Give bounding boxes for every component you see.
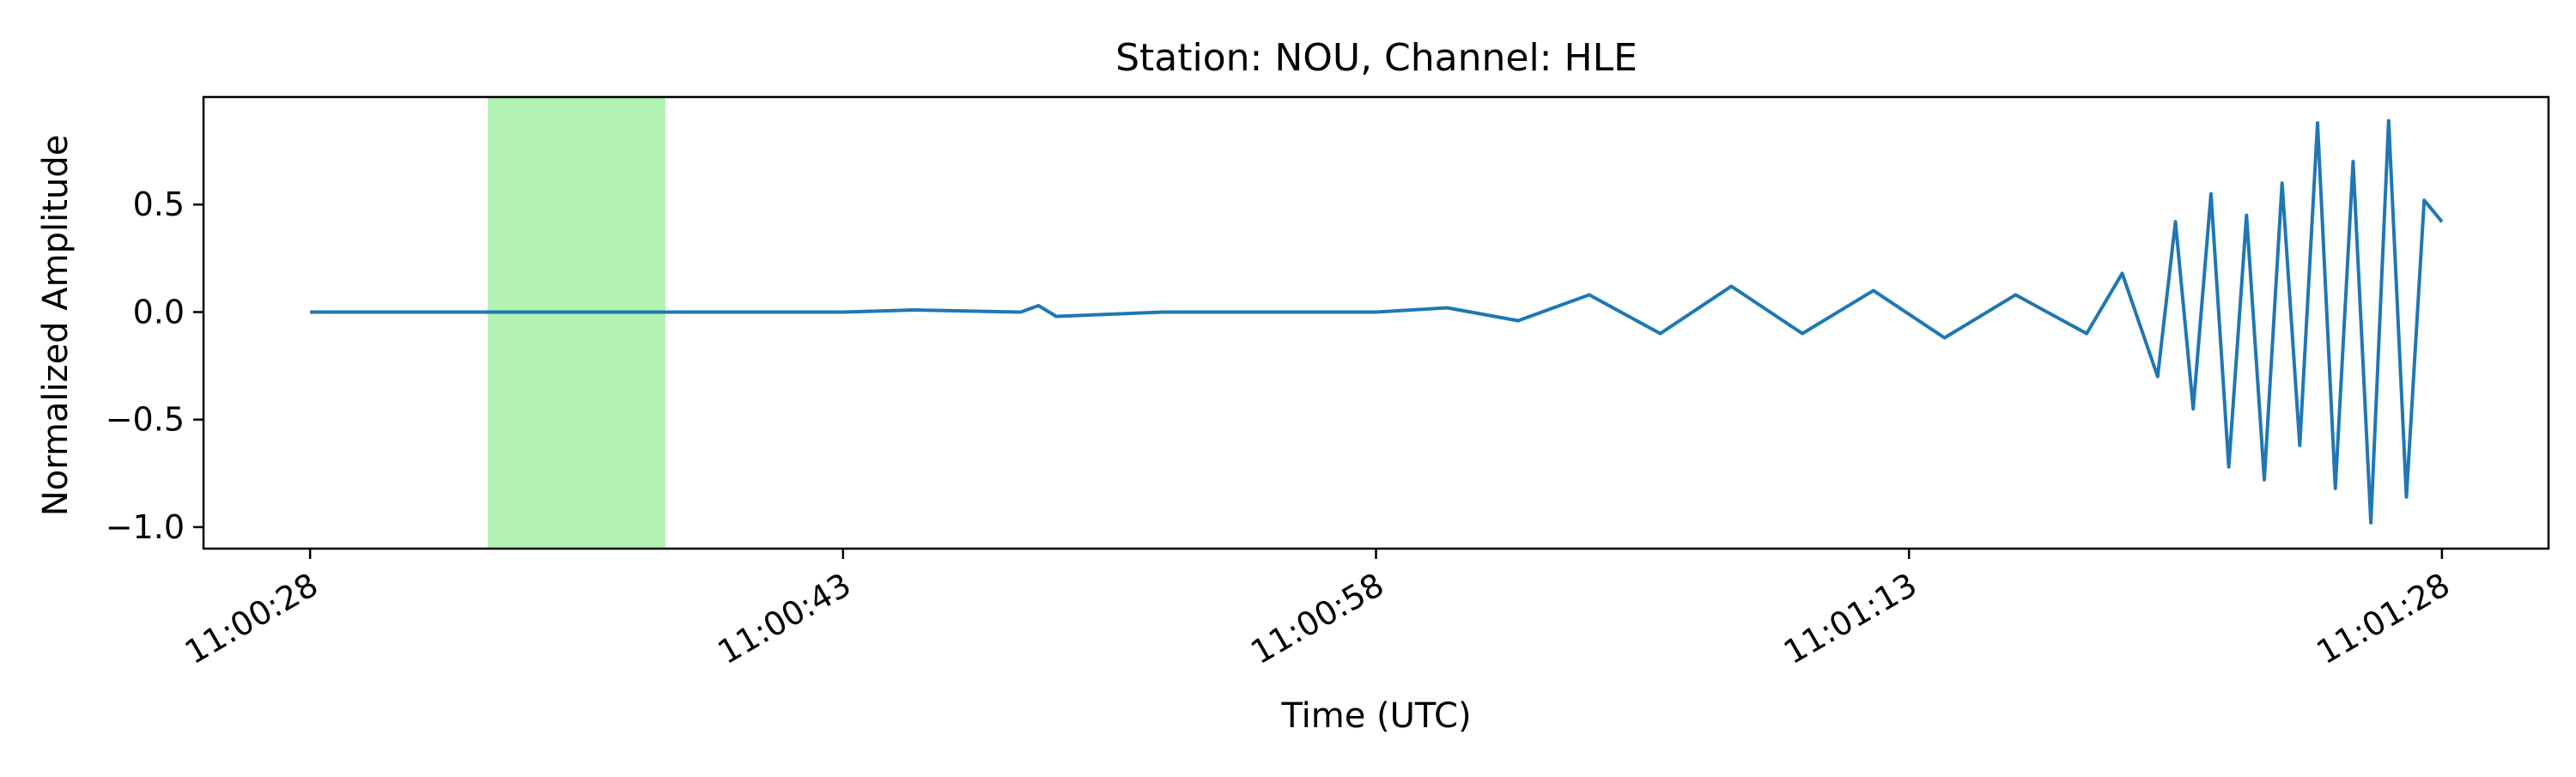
x-tick-label-1: 11:00:43 <box>712 566 858 671</box>
x-tick-label-4: 11:01:28 <box>2311 566 2457 671</box>
y-tick-label-0: 0.5 <box>133 185 185 223</box>
series-line-0 <box>310 118 2444 525</box>
x-axis-label: Time (UTC) <box>1280 696 1471 736</box>
y-axis-label: Normalized Amplitude <box>36 135 76 517</box>
y-tick-label-3: −1.0 <box>106 508 185 546</box>
highlight-window <box>488 97 665 549</box>
x-tick-label-0: 11:00:28 <box>179 566 325 671</box>
y-tick-label-1: 0.0 <box>133 293 185 331</box>
x-tick-label-3: 11:01:13 <box>1777 566 1923 671</box>
y-tick-label-2: −0.5 <box>106 401 185 439</box>
chart-title: Station: NOU, Channel: HLE <box>1115 36 1637 80</box>
x-tick-label-2: 11:00:58 <box>1244 566 1390 671</box>
